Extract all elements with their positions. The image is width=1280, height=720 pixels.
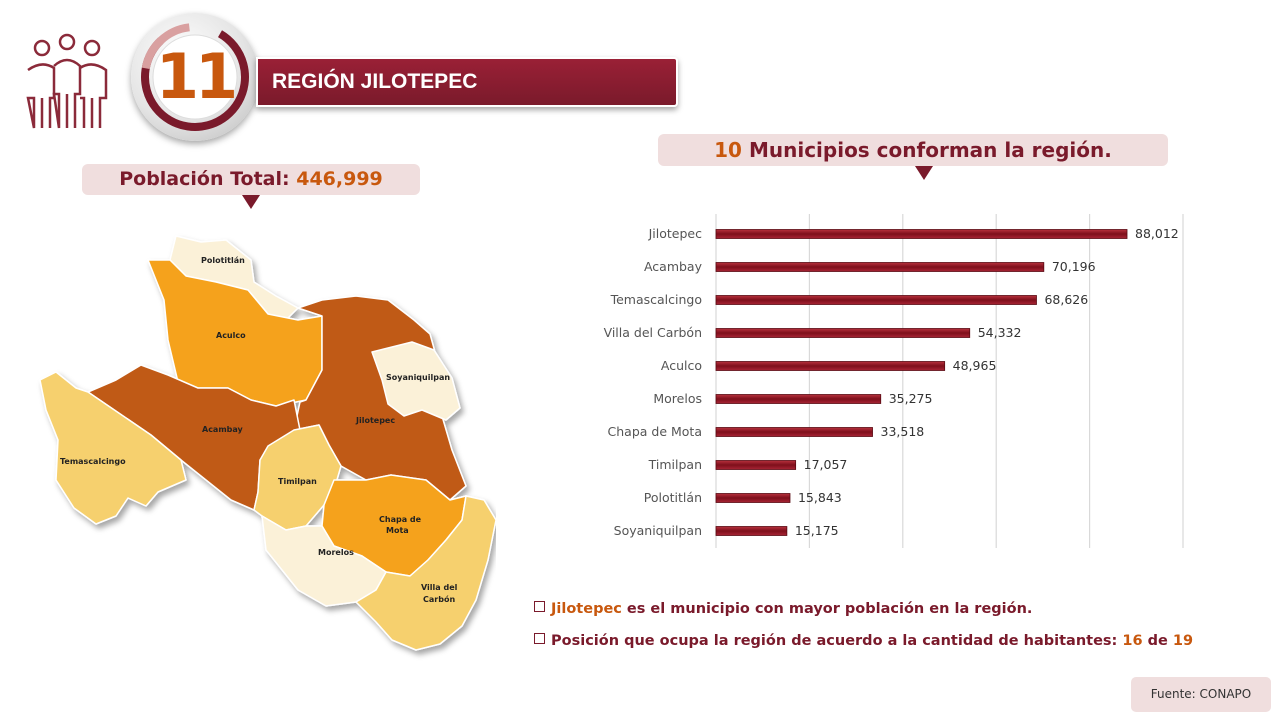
- map-label-jilotepec: Jilotepec: [355, 416, 395, 425]
- population-total-label: Población Total: 446,999: [82, 164, 420, 195]
- chart-category-label: Timilpan: [648, 457, 702, 472]
- chart-bar: [715, 295, 1037, 305]
- people-icon: [26, 33, 108, 129]
- chart-bar: [715, 262, 1045, 272]
- chart-category-label: Villa del Carbón: [604, 325, 702, 340]
- municipios-bar-chart: Jilotepec 88,012 Acambay 70,196 Temascalcing…: [604, 214, 1184, 548]
- map-timilpan: [253, 424, 342, 531]
- map-label-chapa-line2: Mota: [386, 526, 409, 535]
- chart-category-label: Acambay: [644, 259, 703, 274]
- map-temascalcingo: [39, 371, 187, 525]
- note-2-de: de: [1142, 633, 1173, 649]
- region-title-bar: REGIÓN JILOTEPEC: [256, 57, 678, 107]
- map-label-aculco: Aculco: [216, 331, 246, 340]
- region-number-badge: 11: [131, 13, 259, 141]
- map-label-temascalcingo: Temascalcingo: [60, 457, 126, 466]
- region-title: REGIÓN JILOTEPEC: [272, 70, 478, 93]
- chart-bar: [715, 328, 971, 338]
- note-2-text: Posición que ocupa la región de acuerdo …: [551, 633, 1123, 649]
- region-number: 11: [155, 40, 238, 113]
- checkbox-bullet-icon: [534, 601, 545, 612]
- chart-value-label: 68,626: [1044, 292, 1088, 307]
- municipios-heading: 10 Municipios conforman la región.: [658, 134, 1168, 166]
- chart-value-label: 15,843: [798, 490, 842, 505]
- note-region-rank: Posición que ocupa la región de acuerdo …: [534, 633, 1193, 649]
- chart-value-label: 33,518: [881, 424, 925, 439]
- municipios-count: 10: [714, 138, 742, 162]
- chart-category-label: Polotitlán: [644, 490, 702, 505]
- chart-value-label: 88,012: [1135, 226, 1179, 241]
- population-label: Población Total:: [119, 168, 290, 190]
- chart-category-label: Aculco: [661, 358, 702, 373]
- chart-bar: [715, 361, 946, 371]
- population-value: 446,999: [296, 168, 383, 190]
- municipios-text: Municipios conforman la región.: [748, 138, 1112, 162]
- source-label: Fuente: CONAPO: [1131, 677, 1271, 712]
- chart-category-label: Chapa de Mota: [608, 424, 702, 439]
- chart-value-label: 54,332: [978, 325, 1022, 340]
- map-label-chapa-line1: Chapa de: [379, 515, 422, 524]
- badge-ring: [141, 22, 249, 131]
- population-pointer-icon: [242, 195, 260, 209]
- chart-value-label: 15,175: [795, 523, 839, 538]
- chart-bars: Jilotepec 88,012 Acambay 70,196 Temascalcing…: [604, 226, 1179, 538]
- map-label-acambay: Acambay: [202, 425, 244, 434]
- map-label-villa-line1: Villa del: [421, 583, 458, 592]
- note-most-populated: Jilotepec es el municipio con mayor pobl…: [534, 601, 1032, 617]
- map-label-morelos: Morelos: [318, 548, 354, 557]
- note-1-text: es el municipio con mayor población en l…: [621, 601, 1033, 617]
- chart-bar: [715, 526, 788, 536]
- chart-bar: [715, 493, 791, 503]
- map-villa-del-carbon: [355, 495, 496, 651]
- map-label-villa-line2: Carbón: [423, 594, 455, 604]
- note-2-position: 16: [1122, 633, 1143, 649]
- region-map: Polotitlán Aculco Soyaniquilpan Jilotepe…: [39, 235, 496, 651]
- chart-value-label: 17,057: [804, 457, 848, 472]
- checkbox-bullet-icon: [534, 633, 545, 644]
- chart-value-label: 70,196: [1052, 259, 1096, 274]
- chart-category-label: Jilotepec: [648, 226, 702, 241]
- note-2-total: 19: [1172, 633, 1194, 649]
- chart-category-label: Temascalcingo: [610, 292, 702, 307]
- chart-category-label: Morelos: [653, 391, 702, 406]
- chart-bar: [715, 460, 797, 470]
- municipios-pointer-icon: [915, 166, 933, 180]
- map-label-polotitlan: Polotitlán: [201, 256, 245, 265]
- map-label-timilpan: Timilpan: [278, 477, 317, 486]
- chart-value-label: 48,965: [953, 358, 997, 373]
- map-soyaniquilpan: [371, 341, 461, 421]
- chart-category-label: Soyaniquilpan: [614, 523, 702, 538]
- map-label-soyaniquilpan: Soyaniquilpan: [386, 373, 450, 382]
- chart-bar: [715, 427, 873, 437]
- note-1-highlight: Jilotepec: [551, 601, 622, 617]
- chart-value-label: 35,275: [889, 391, 933, 406]
- chart-bar: [715, 229, 1128, 239]
- map-labels: Polotitlán Aculco Soyaniquilpan Jilotepe…: [60, 256, 458, 604]
- chart-bar: [715, 394, 882, 404]
